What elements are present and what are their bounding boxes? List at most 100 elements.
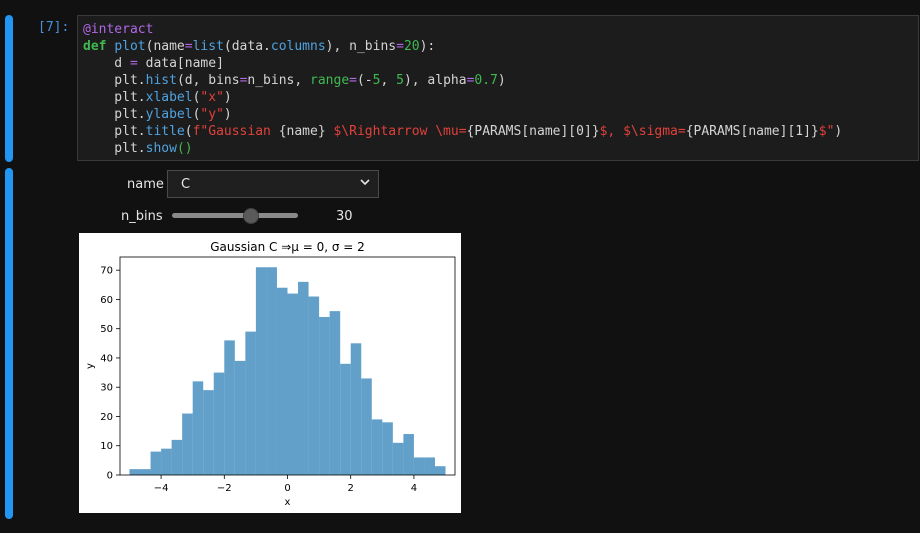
histogram-bar bbox=[371, 419, 383, 475]
histogram-bar bbox=[308, 296, 320, 475]
code-token: ), alpha bbox=[403, 73, 467, 88]
cell-selection-bar[interactable] bbox=[5, 15, 13, 162]
code-token: = bbox=[239, 73, 248, 88]
code-line[interactable]: @interact bbox=[83, 22, 153, 37]
histogram-bar bbox=[224, 340, 235, 475]
code-token: range bbox=[310, 73, 350, 88]
code-token: columns bbox=[270, 39, 326, 54]
y-tick-label: 60 bbox=[100, 295, 113, 306]
histogram-bar bbox=[161, 448, 172, 475]
code-token: plt. bbox=[83, 73, 146, 88]
code-line[interactable]: plt.hist(d, bins=n_bins, range=(-5, 5), … bbox=[83, 73, 506, 88]
code-token: ( bbox=[192, 107, 201, 122]
code-token: $\Rightarrow \mu= bbox=[325, 124, 467, 139]
code-token: 20 bbox=[403, 39, 420, 54]
code-token: "x" bbox=[200, 90, 224, 105]
code-line[interactable]: plt.xlabel("x") bbox=[83, 90, 231, 105]
code-token: plt. bbox=[83, 107, 146, 122]
code-token: () bbox=[176, 141, 193, 156]
code-token: {PARAMS[name][0]} bbox=[466, 124, 600, 139]
histogram-bar bbox=[182, 413, 193, 475]
code-token: ) bbox=[834, 124, 843, 139]
code-token: (d, bins bbox=[176, 73, 240, 88]
code-token: title bbox=[145, 124, 185, 139]
y-tick-label: 20 bbox=[100, 412, 113, 423]
histogram-bar bbox=[392, 442, 404, 475]
name-dropdown-label: name bbox=[127, 177, 164, 192]
y-tick-label: 0 bbox=[107, 471, 113, 482]
code-token: n_bins, bbox=[247, 73, 311, 88]
histogram-bar bbox=[140, 469, 151, 475]
histogram-bar bbox=[245, 331, 256, 475]
code-token: = bbox=[466, 73, 475, 88]
code-token: 5 bbox=[372, 73, 381, 88]
code-line[interactable]: def plot(name=list(data.columns), n_bins… bbox=[83, 39, 435, 54]
name-dropdown-value: C bbox=[181, 177, 191, 192]
code-token: ) bbox=[223, 107, 232, 122]
code-token: f"Gaussian bbox=[192, 124, 279, 139]
histogram-bar bbox=[413, 457, 425, 475]
histogram-bar bbox=[171, 439, 183, 475]
nbins-slider-value: 30 bbox=[336, 209, 353, 224]
code-token: def bbox=[83, 39, 115, 54]
code-token: (- bbox=[356, 73, 373, 88]
code-token: ) bbox=[497, 73, 506, 88]
execution-prompt: [7]: bbox=[38, 20, 70, 35]
y-tick-label: 10 bbox=[100, 441, 113, 452]
chevron-down-icon bbox=[360, 179, 370, 186]
x-tick-label: −4 bbox=[154, 483, 169, 494]
code-token: ): bbox=[419, 39, 436, 54]
code-token: data[name] bbox=[137, 56, 224, 71]
code-editor[interactable]: @interact def plot(name=list(data.column… bbox=[77, 15, 919, 161]
code-token: , bbox=[380, 73, 397, 88]
code-token: plt. bbox=[83, 124, 146, 139]
code-token: (data. bbox=[223, 39, 271, 54]
code-line[interactable]: plt.title(f"Gaussian {name} $\Rightarrow… bbox=[83, 124, 842, 139]
histogram-bar bbox=[287, 293, 299, 475]
code-token: show bbox=[145, 141, 177, 156]
histogram-bar bbox=[319, 316, 330, 475]
output-selection-bar[interactable] bbox=[5, 168, 13, 519]
histogram-bar bbox=[234, 360, 246, 475]
y-tick-label: 70 bbox=[100, 266, 113, 277]
histogram-bar bbox=[266, 267, 277, 475]
histogram-bar bbox=[350, 343, 362, 475]
code-token: {PARAMS[name][1]} bbox=[685, 124, 819, 139]
histogram-bar bbox=[192, 381, 204, 475]
histogram-bar bbox=[276, 287, 288, 475]
name-dropdown[interactable]: C bbox=[167, 170, 379, 198]
histogram-bar bbox=[150, 451, 162, 475]
code-line[interactable]: d = data[name] bbox=[83, 56, 224, 71]
code-token: ( bbox=[192, 90, 201, 105]
histogram-bar bbox=[434, 466, 446, 475]
histogram-bar bbox=[361, 378, 372, 475]
x-tick-label: 0 bbox=[284, 483, 290, 494]
chart-title: Gaussian C ⇒μ = 0, σ = 2 bbox=[210, 240, 365, 254]
code-token: (name bbox=[145, 39, 185, 54]
nbins-slider[interactable] bbox=[172, 208, 298, 224]
x-tick-label: 4 bbox=[411, 483, 417, 494]
histogram-bar bbox=[382, 422, 393, 475]
code-token: plt. bbox=[83, 141, 146, 156]
histogram-bar bbox=[203, 390, 214, 475]
code-line[interactable]: plt.show() bbox=[83, 141, 193, 156]
histogram-bar bbox=[298, 281, 309, 475]
code-token: list bbox=[192, 39, 224, 54]
code-line[interactable]: plt.ylabel("y") bbox=[83, 107, 232, 122]
code-token: = bbox=[396, 39, 404, 54]
slider-track[interactable] bbox=[172, 213, 298, 218]
code-token: $" bbox=[818, 124, 835, 139]
histogram-bar bbox=[403, 434, 414, 475]
code-token: hist bbox=[145, 73, 177, 88]
code-token: = bbox=[129, 56, 138, 71]
code-token: xlabel bbox=[145, 90, 193, 105]
slider-handle[interactable] bbox=[243, 208, 259, 224]
histogram-bar bbox=[129, 469, 141, 475]
x-tick-label: −2 bbox=[217, 483, 232, 494]
code-token: plt. bbox=[83, 90, 146, 105]
histogram-bar bbox=[213, 372, 225, 475]
code-token: {name} bbox=[278, 124, 326, 139]
y-tick-label: 40 bbox=[100, 353, 113, 364]
y-tick-label: 30 bbox=[100, 383, 113, 394]
code-text[interactable]: @interact def plot(name=list(data.column… bbox=[83, 21, 842, 157]
